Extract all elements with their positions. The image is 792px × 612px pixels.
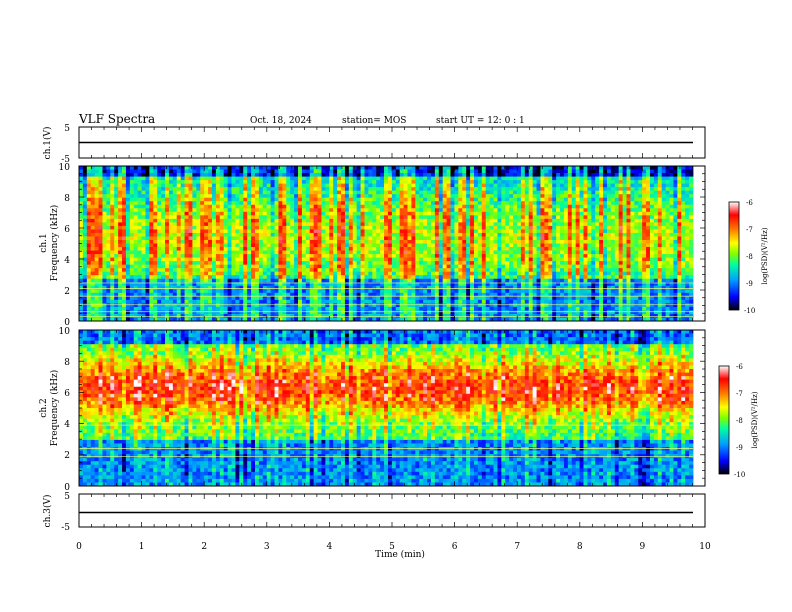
x-tick-label-0: 0 (76, 542, 82, 552)
ch3-waveform-ylabel: ch.3(V) (42, 495, 53, 528)
ch1-ytick-0: 0 (64, 318, 70, 328)
ch1-colorbar: -6 -7 -8 -9 -10 log(PSD)(V²/Hz) (728, 199, 769, 315)
x-axis-label: Time (min) (375, 549, 425, 560)
ch3-ytick-top: 5 (64, 492, 70, 502)
ch1-ytick-top: 5 (64, 124, 70, 134)
ch2-colorbar-bar (718, 365, 730, 475)
ch2-ytick-6: 6 (64, 389, 70, 399)
ch2-cb-tick-6: -6 (736, 363, 743, 371)
ch1-cb-tick-6: -6 (746, 199, 753, 207)
ch2-spectrogram-image (79, 330, 705, 487)
figure-title: VLF Spectra (78, 112, 155, 126)
ch2-cb-tick-10: -10 (734, 471, 745, 479)
ch1-cb-tick-7: -7 (746, 226, 753, 234)
ch1-ytick-10: 10 (59, 163, 71, 173)
ch2-ytick-8: 8 (64, 358, 70, 368)
x-tick-label-8: 8 (577, 542, 583, 552)
start-time-text: start UT = 12: 0 : 1 (436, 116, 525, 126)
ch1-ytick-4: 4 (64, 256, 70, 266)
ch2-colorbar: -6 -7 -8 -9 -10 log(PSD)(V²/Hz) (718, 363, 759, 479)
ch2-cb-tick-9: -9 (736, 444, 743, 452)
ch2-ytick-0: 0 (64, 483, 70, 493)
ch1-ytick-bottom: -5 (61, 155, 70, 165)
ch2-spectrogram-ylabel-channel: ch.2 (39, 398, 49, 417)
x-tick-label-10: 10 (699, 542, 711, 552)
x-axis: 0 1 2 3 4 5 6 7 8 9 10 (76, 127, 711, 552)
ch2-colorbar-label: log(PSD)(V²/Hz) (751, 391, 759, 448)
ch1-cb-tick-8: -8 (746, 253, 753, 261)
ch1-ytick-8: 8 (64, 194, 70, 204)
x-tick-label-2: 2 (201, 542, 207, 552)
ch1-colorbar-label: log(PSD)(V²/Hz) (761, 227, 769, 284)
station-text: station= MOS (342, 116, 406, 126)
x-tick-label-9: 9 (640, 542, 646, 552)
ch1-spectrogram-image (79, 166, 705, 322)
ch1-spectrogram-ylabel-channel: ch.1 (39, 233, 49, 252)
ch1-ytick-6: 6 (64, 225, 70, 235)
x-tick-label-1: 1 (139, 542, 145, 552)
ch1-colorbar-bar (728, 201, 740, 311)
ch1-cb-tick-9: -9 (746, 280, 753, 288)
ch2-cb-tick-7: -7 (736, 390, 743, 398)
ch1-spectrogram-ylabel: Frequency (kHz) (49, 205, 60, 282)
x-tick-label-5: 5 (389, 542, 395, 552)
ch1-ytick-2: 2 (64, 287, 70, 297)
ch2-ytick-4: 4 (64, 420, 70, 430)
x-tick-label-4: 4 (327, 542, 333, 552)
ch1-waveform-ylabel: ch.1(V) (42, 127, 53, 160)
ch2-ytick-10: 10 (59, 327, 71, 337)
ch1-cb-tick-10: -10 (744, 307, 755, 315)
ch2-cb-tick-8: -8 (736, 417, 743, 425)
ch1-spectrogram-panel: 10 8 6 4 2 0 ch.1 Frequency (kHz) (39, 163, 706, 328)
x-tick-label-6: 6 (452, 542, 458, 552)
ch2-spectrogram-ylabel: Frequency (kHz) (49, 370, 60, 447)
x-tick-label-3: 3 (264, 542, 270, 552)
ch2-ytick-2: 2 (64, 451, 70, 461)
date-text: Oct. 18, 2024 (250, 116, 312, 126)
x-tick-label-7: 7 (514, 542, 520, 552)
ch2-spectrogram-panel: 10 8 6 4 2 0 ch.2 Frequency (kHz) (39, 327, 706, 493)
ch3-ytick-bottom: -5 (61, 523, 70, 533)
